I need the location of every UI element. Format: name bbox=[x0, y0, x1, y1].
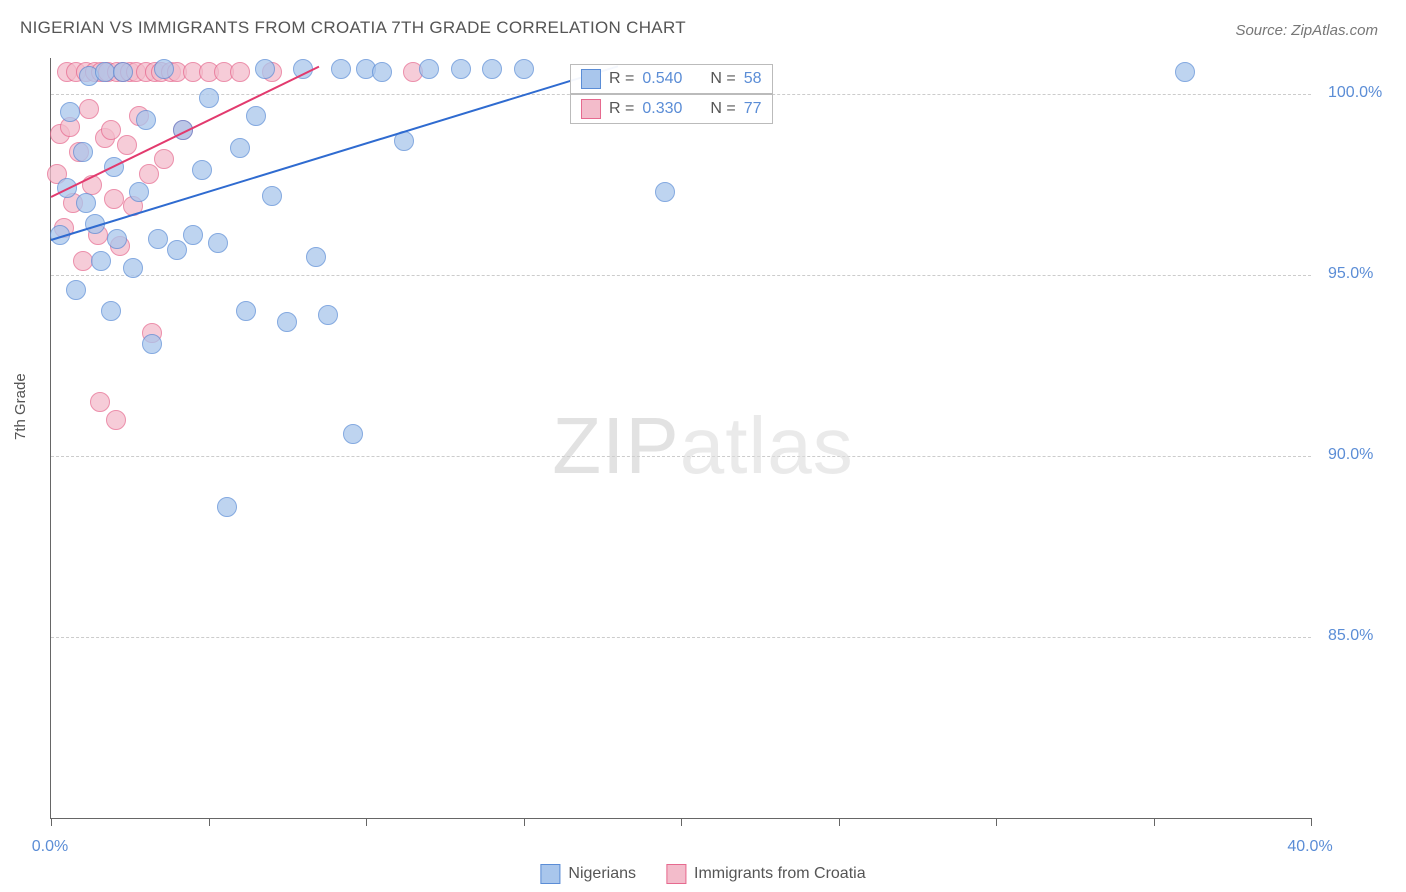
gridline bbox=[51, 637, 1311, 638]
scatter-point bbox=[277, 312, 297, 332]
gridline bbox=[51, 275, 1311, 276]
scatter-point bbox=[419, 59, 439, 79]
scatter-point bbox=[79, 99, 99, 119]
y-tick-label: 100.0% bbox=[1328, 84, 1406, 102]
scatter-point bbox=[230, 62, 250, 82]
legend-swatch bbox=[666, 864, 686, 884]
legend-swatch bbox=[581, 69, 601, 89]
scatter-point bbox=[123, 258, 143, 278]
scatter-point bbox=[148, 229, 168, 249]
n-label: N = bbox=[710, 70, 735, 88]
stat-box: R = 0.540 N = 58 bbox=[570, 64, 773, 94]
scatter-point bbox=[1175, 62, 1195, 82]
scatter-point bbox=[139, 164, 159, 184]
scatter-point bbox=[129, 182, 149, 202]
scatter-point bbox=[90, 392, 110, 412]
scatter-point bbox=[514, 59, 534, 79]
x-tick bbox=[839, 818, 840, 826]
scatter-point bbox=[76, 193, 96, 213]
x-tick bbox=[681, 818, 682, 826]
scatter-point bbox=[101, 301, 121, 321]
scatter-point bbox=[343, 424, 363, 444]
scatter-point bbox=[262, 186, 282, 206]
y-tick-label: 90.0% bbox=[1328, 446, 1406, 464]
scatter-point bbox=[230, 138, 250, 158]
scatter-point bbox=[217, 497, 237, 517]
scatter-point bbox=[246, 106, 266, 126]
gridline bbox=[51, 456, 1311, 457]
legend-label: Nigerians bbox=[568, 865, 636, 883]
scatter-point bbox=[91, 251, 111, 271]
legend-item: Nigerians bbox=[540, 864, 636, 884]
scatter-point bbox=[183, 225, 203, 245]
scatter-point bbox=[101, 120, 121, 140]
scatter-point bbox=[167, 240, 187, 260]
scatter-point bbox=[117, 135, 137, 155]
legend-item: Immigrants from Croatia bbox=[666, 864, 866, 884]
r-value: 0.330 bbox=[642, 100, 682, 118]
x-tick-label: 40.0% bbox=[1287, 838, 1332, 856]
legend-swatch bbox=[581, 99, 601, 119]
y-axis-label: 7th Grade bbox=[12, 373, 29, 440]
scatter-point bbox=[73, 142, 93, 162]
scatter-point bbox=[372, 62, 392, 82]
source-label: Source: ZipAtlas.com bbox=[1235, 22, 1378, 39]
scatter-point bbox=[136, 110, 156, 130]
r-label: R = bbox=[609, 100, 634, 118]
scatter-point bbox=[73, 251, 93, 271]
scatter-point bbox=[113, 62, 133, 82]
r-value: 0.540 bbox=[642, 70, 682, 88]
scatter-point bbox=[236, 301, 256, 321]
x-tick bbox=[209, 818, 210, 826]
n-label: N = bbox=[710, 100, 735, 118]
scatter-point bbox=[331, 59, 351, 79]
scatter-point bbox=[482, 59, 502, 79]
y-tick-label: 85.0% bbox=[1328, 627, 1406, 645]
scatter-point bbox=[255, 59, 275, 79]
scatter-point bbox=[104, 189, 124, 209]
chart-title: NIGERIAN VS IMMIGRANTS FROM CROATIA 7TH … bbox=[20, 18, 686, 38]
r-label: R = bbox=[609, 70, 634, 88]
trend-line bbox=[51, 65, 619, 241]
stat-box: R = 0.330 N = 77 bbox=[570, 94, 773, 124]
scatter-point bbox=[154, 59, 174, 79]
n-value: 58 bbox=[744, 70, 762, 88]
scatter-point bbox=[318, 305, 338, 325]
scatter-point bbox=[107, 229, 127, 249]
scatter-point bbox=[95, 62, 115, 82]
scatter-point bbox=[192, 160, 212, 180]
scatter-point bbox=[66, 280, 86, 300]
plot-area bbox=[50, 58, 1311, 819]
y-tick-label: 95.0% bbox=[1328, 265, 1406, 283]
legend-label: Immigrants from Croatia bbox=[694, 865, 866, 883]
x-tick bbox=[366, 818, 367, 826]
scatter-point bbox=[199, 88, 219, 108]
x-tick bbox=[1311, 818, 1312, 826]
n-value: 77 bbox=[744, 100, 762, 118]
x-tick bbox=[524, 818, 525, 826]
scatter-point bbox=[306, 247, 326, 267]
x-tick bbox=[996, 818, 997, 826]
x-tick bbox=[1154, 818, 1155, 826]
scatter-point bbox=[154, 149, 174, 169]
x-tick-label: 0.0% bbox=[32, 838, 68, 856]
scatter-point bbox=[60, 102, 80, 122]
scatter-point bbox=[106, 410, 126, 430]
scatter-point bbox=[208, 233, 228, 253]
scatter-point bbox=[142, 334, 162, 354]
scatter-point bbox=[451, 59, 471, 79]
legend: Nigerians Immigrants from Croatia bbox=[540, 864, 865, 884]
legend-swatch bbox=[540, 864, 560, 884]
scatter-point bbox=[655, 182, 675, 202]
x-tick bbox=[51, 818, 52, 826]
